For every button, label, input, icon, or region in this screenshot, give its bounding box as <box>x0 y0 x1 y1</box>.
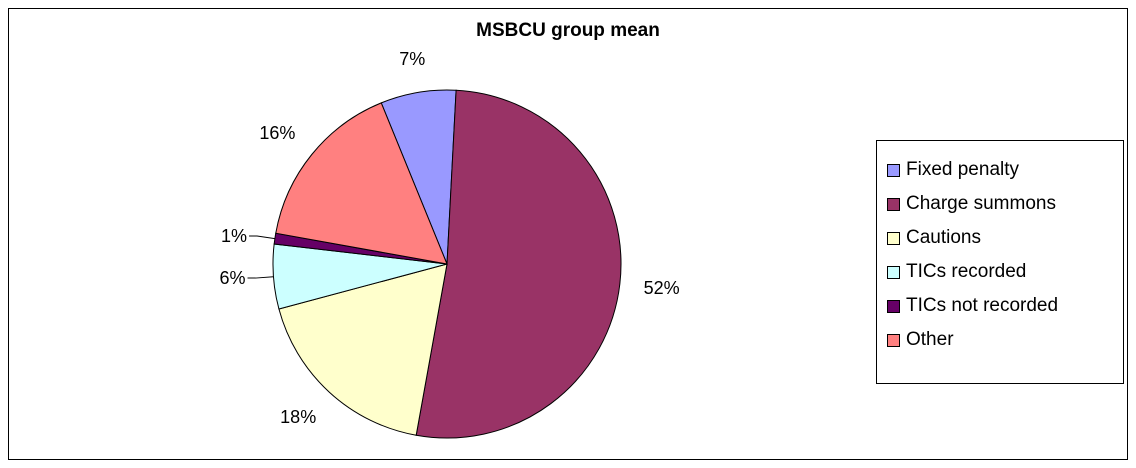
chart-title: MSBCU group mean <box>476 20 660 41</box>
legend-label: Charge summons <box>906 193 1056 214</box>
legend: Fixed penalty Charge summons Cautions TICs … <box>876 140 1124 384</box>
data-label-fixed-penalty: 7% <box>399 49 425 69</box>
data-label-charge-summons: 52% <box>644 278 680 298</box>
legend-item-cautions: Cautions <box>877 221 1123 255</box>
legend-item-tics-recorded: TICs recorded <box>877 255 1123 289</box>
legend-item-other: Other <box>877 323 1123 357</box>
pie-slice-other <box>275 102 448 265</box>
legend-label: TICs recorded <box>906 261 1027 282</box>
data-label-other: 16% <box>259 123 295 143</box>
leader-line <box>247 276 274 279</box>
pie-slice-cautions <box>278 263 448 436</box>
data-label-tics-not-recorded: 1% <box>221 226 247 246</box>
legend-swatch <box>887 265 900 279</box>
legend-item-fixed-penalty: Fixed penalty <box>877 153 1123 187</box>
legend-label: Fixed penalty <box>906 159 1020 180</box>
legend-item-tics-not-recorded: TICs not recorded <box>877 289 1123 323</box>
legend-label: Cautions <box>906 227 981 248</box>
legend-swatch <box>887 333 900 347</box>
legend-swatch <box>887 163 900 177</box>
legend-label: Other <box>906 329 954 350</box>
data-label-tics-recorded: 6% <box>220 268 246 288</box>
legend-swatch <box>887 231 900 245</box>
data-label-cautions: 18% <box>280 407 316 427</box>
legend-item-charge-summons: Charge summons <box>877 187 1123 221</box>
legend-swatch <box>887 299 900 313</box>
legend-label: TICs not recorded <box>906 295 1059 316</box>
pie-slice-charge-summons <box>415 89 622 439</box>
leader-line <box>249 235 275 240</box>
legend-swatch <box>887 197 900 211</box>
